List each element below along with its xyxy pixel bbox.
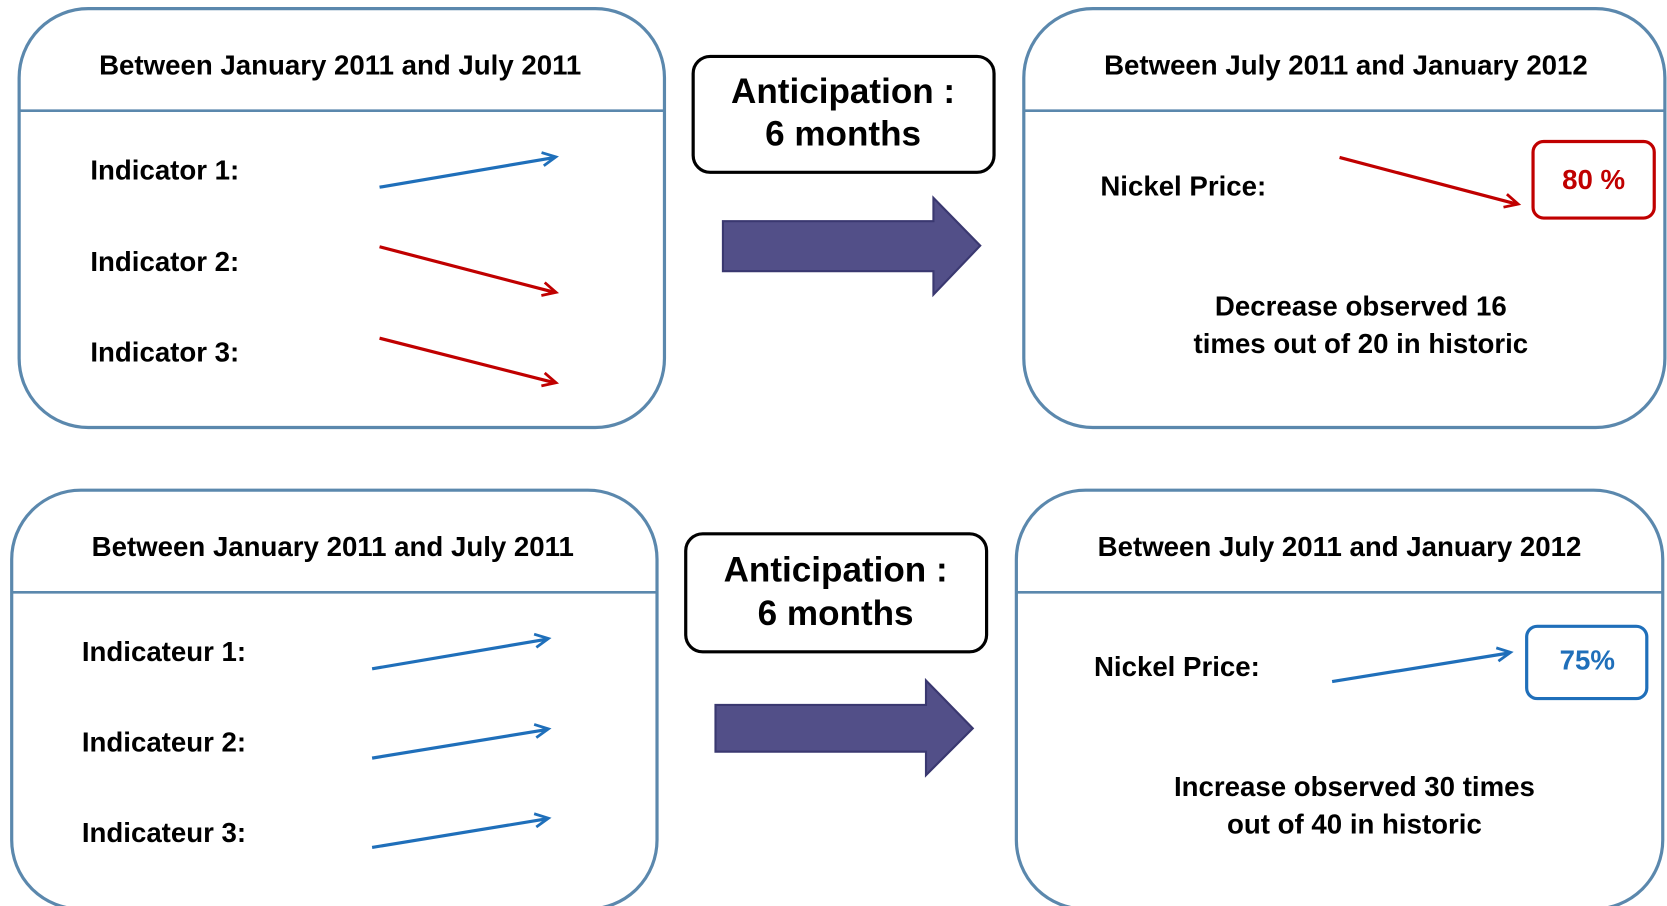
big-arrow: [721, 195, 982, 298]
before-box: [17, 7, 667, 430]
before-title: Between January 2011 and July 2011: [92, 531, 574, 562]
after-title: Between July 2011 and January 2012: [1104, 49, 1588, 80]
before-box: [10, 488, 659, 906]
indicator-label: Indicator 3:: [90, 336, 239, 367]
price-label: Nickel Price:: [1100, 171, 1266, 202]
probability: 75%: [1560, 645, 1615, 676]
trend-up: [1331, 646, 1514, 684]
trend-down: [379, 336, 560, 388]
anticipation-text: Anticipation :: [724, 550, 948, 589]
description: Increase observed 30 times: [1174, 771, 1535, 802]
trend-down: [379, 245, 560, 297]
after-title: Between July 2011 and January 2012: [1098, 531, 1582, 562]
anticipation-box: [691, 54, 996, 174]
indicator-label: Indicator 1:: [90, 155, 239, 186]
price-label: Nickel Price:: [1094, 651, 1260, 682]
after-box: [1022, 7, 1667, 430]
anticipation-text: 6 months: [758, 594, 914, 633]
indicator-label: Indicateur 3:: [82, 817, 246, 848]
indicator-label: Indicator 2:: [90, 246, 239, 277]
trend-down: [1339, 155, 1522, 209]
after-box: [1014, 488, 1665, 906]
probability-box: [1531, 139, 1656, 220]
probability: 80 %: [1562, 164, 1625, 195]
trend-up: [371, 723, 552, 760]
trend-up: [371, 632, 552, 671]
panel: Between January 2011 and July 2011 Indic…: [10, 488, 1665, 906]
description: Decrease observed 16: [1215, 291, 1507, 322]
anticipation-text: 6 months: [765, 114, 921, 153]
indicator-label: Indicateur 1:: [82, 636, 246, 667]
anticipation-text: Anticipation :: [731, 72, 955, 111]
trend-up: [371, 812, 552, 849]
description: times out of 20 in historic: [1194, 328, 1529, 359]
probability-box: [1525, 624, 1649, 701]
description: out of 40 in historic: [1227, 808, 1482, 839]
trend-up: [379, 151, 559, 189]
indicator-label: Indicateur 2:: [82, 727, 246, 758]
anticipation-box: [684, 532, 989, 654]
panel: Between January 2011 and July 2011 Indic…: [17, 7, 1667, 430]
big-arrow: [714, 677, 975, 778]
before-title: Between January 2011 and July 2011: [99, 49, 581, 80]
